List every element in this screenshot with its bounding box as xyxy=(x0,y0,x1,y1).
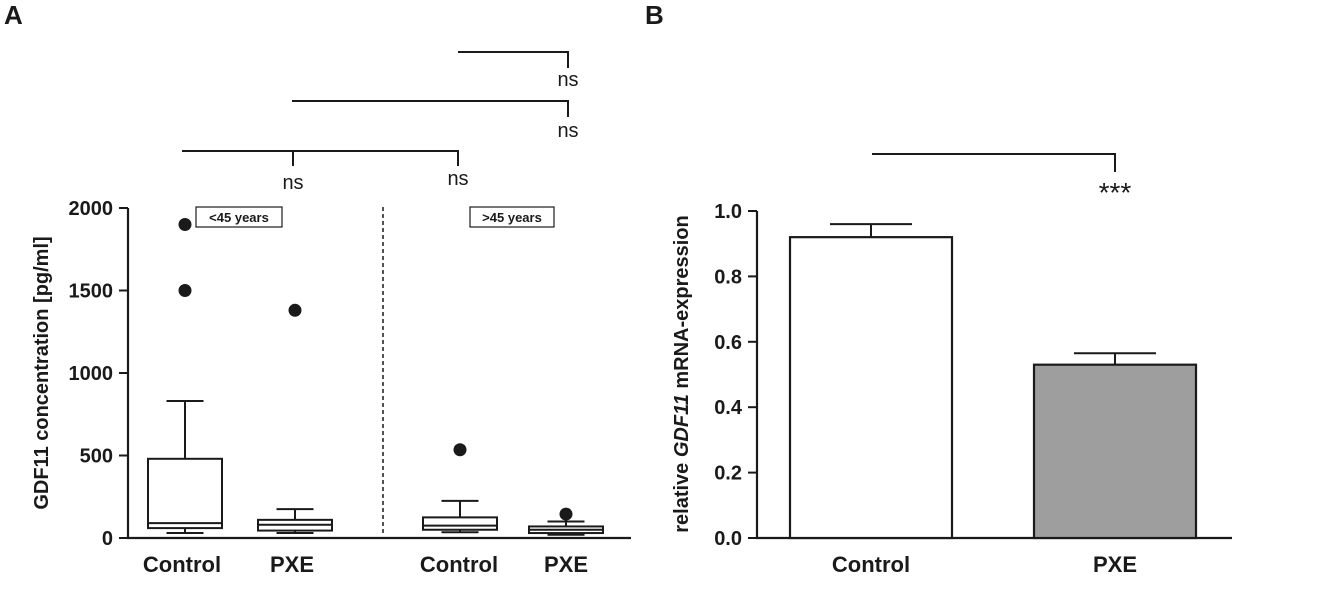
x-tick-label-control-young: Control xyxy=(143,552,221,577)
bar-rect xyxy=(1032,363,1198,540)
outlier-point xyxy=(288,303,302,317)
x-tick-label-pxe: PXE xyxy=(1093,552,1137,577)
y-title-gene: GDF11 xyxy=(671,394,693,457)
x-tick-label-pxe-old: PXE xyxy=(544,552,588,577)
y-title-prefix: relative xyxy=(671,457,693,533)
panel-a-boxes xyxy=(147,218,604,536)
box-iqr xyxy=(147,457,223,530)
y-tick-label: 1000 xyxy=(69,363,114,385)
x-tick-label-pxe-young: PXE xyxy=(270,552,314,577)
x-tick-label-control: Control xyxy=(832,552,910,577)
y-title-suffix: mRNA-expression xyxy=(671,215,693,394)
comparison-control-label: ns xyxy=(447,168,468,190)
comparison-control-old-vs-pxe-old: ns xyxy=(292,100,579,142)
box-1 xyxy=(147,218,223,535)
x-tick-label-control-old: Control xyxy=(420,552,498,577)
bar-control xyxy=(788,223,954,540)
bar-rect xyxy=(788,236,954,540)
y-tick-label: 0.6 xyxy=(714,332,742,354)
y-tick-label: 0.8 xyxy=(714,266,742,288)
outlier-point xyxy=(453,443,467,457)
box-3 xyxy=(422,443,498,534)
group-label-over-45: >45 years xyxy=(469,206,555,228)
y-tick-label: 500 xyxy=(80,446,113,468)
y-tick-label: 0 xyxy=(102,528,113,550)
panel-a: A 0 500 1000 1500 2000 GDF11 concentration [… xyxy=(4,0,631,577)
comparison-young-label: ns xyxy=(282,172,303,194)
box-iqr xyxy=(422,516,498,531)
outlier-point xyxy=(178,218,192,231)
panel-a-label: A xyxy=(4,0,23,30)
y-tick-label: 0.2 xyxy=(714,463,742,485)
significance-label: *** xyxy=(1099,177,1132,208)
outlier-point xyxy=(559,507,573,521)
y-tick-label: 0.0 xyxy=(714,528,742,550)
panel-b-bars xyxy=(788,223,1198,540)
panel-b-y-axis-title: relative GDF11 mRNA-expression xyxy=(671,215,693,533)
panel-a-y-ticks: 0 500 1000 1500 2000 xyxy=(69,198,128,550)
panel-b-y-ticks: 0.0 0.2 0.4 0.6 0.8 1.0 xyxy=(714,201,757,550)
comparison-pxe-label: ns xyxy=(557,69,578,91)
y-tick-label: 2000 xyxy=(69,198,114,220)
panel-b: B 0.0 0.2 0.4 0.6 0.8 1.0 relative GDF11 mRNA… xyxy=(645,0,1232,577)
outlier-point xyxy=(178,284,192,297)
box-2 xyxy=(257,303,333,535)
bar-pxe xyxy=(1032,352,1198,540)
y-tick-label: 0.4 xyxy=(714,397,743,419)
group-label-under-45: <45 years xyxy=(195,206,283,228)
comparison-pxe-young-vs-pxe-old: ns xyxy=(458,51,579,91)
panel-b-label: B xyxy=(645,0,664,30)
group-label-over-45-text: >45 years xyxy=(482,210,542,225)
group-label-under-45-text: <45 years xyxy=(209,210,269,225)
y-tick-label: 1.0 xyxy=(714,201,742,223)
significance-bracket: *** xyxy=(872,153,1132,208)
panel-a-y-axis-title: GDF11 concentration [pg/ml] xyxy=(31,236,53,509)
box-4 xyxy=(528,507,604,536)
comparison-control-young-vs-control-old: ns ns xyxy=(182,150,469,194)
comparison-old-label: ns xyxy=(557,120,578,142)
y-tick-label: 1500 xyxy=(69,281,114,303)
